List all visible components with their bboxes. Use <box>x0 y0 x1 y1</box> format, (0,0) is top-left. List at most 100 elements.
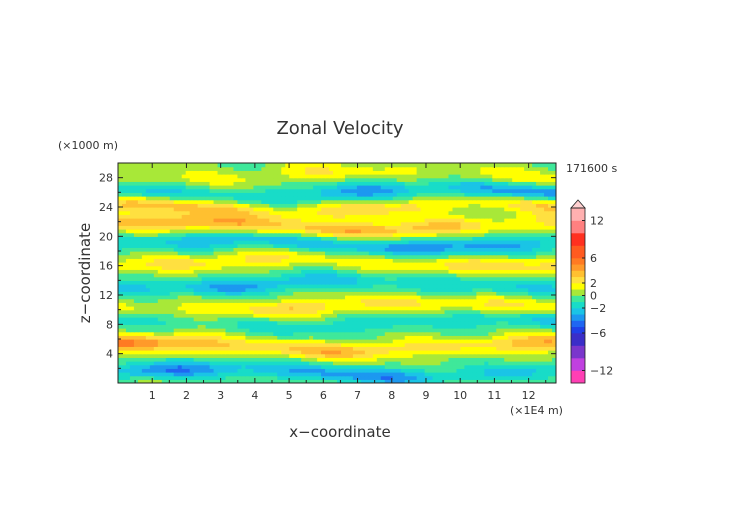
heatmap-cell <box>416 284 422 289</box>
heatmap-cell <box>161 247 167 252</box>
heatmap-cell <box>368 273 374 278</box>
heatmap-cell <box>133 353 139 358</box>
heatmap-cell <box>508 287 513 292</box>
heatmap-cell <box>161 364 167 369</box>
heatmap-cell <box>496 232 501 237</box>
heatmap-cell <box>289 331 294 336</box>
heatmap-cell <box>118 280 123 285</box>
heatmap-cell <box>209 276 215 281</box>
heatmap-cell <box>480 298 485 303</box>
heatmap-cell <box>388 218 394 223</box>
heatmap-cell <box>321 339 326 344</box>
heatmap-cell <box>492 306 497 311</box>
heatmap-cell <box>253 280 258 285</box>
heatmap-cell <box>380 265 386 270</box>
heatmap-cell <box>408 306 414 311</box>
heatmap-cell <box>213 229 219 234</box>
heatmap-cell <box>217 375 223 380</box>
heatmap-cell <box>436 232 442 237</box>
heatmap-cell <box>153 313 159 318</box>
heatmap-cell <box>344 309 350 314</box>
heatmap-cell <box>309 368 314 373</box>
heatmap-cell <box>317 265 322 270</box>
heatmap-cell <box>412 375 418 380</box>
heatmap-cell <box>205 361 211 366</box>
heatmap-cell <box>213 379 219 383</box>
heatmap-cell <box>508 225 513 230</box>
heatmap-cell <box>444 339 450 344</box>
heatmap-cell <box>189 364 195 369</box>
heatmap-cell <box>424 295 430 300</box>
heatmap-cell <box>337 306 342 311</box>
heatmap-cell <box>432 247 438 252</box>
heatmap-cell <box>153 243 159 248</box>
heatmap-cell <box>281 328 286 333</box>
heatmap-cell <box>189 298 195 303</box>
heatmap-cell <box>161 291 167 296</box>
heatmap-cell <box>540 346 545 351</box>
heatmap-cell <box>145 225 151 230</box>
heatmap-cell <box>313 254 318 259</box>
heatmap-cell <box>241 295 247 300</box>
heatmap-cell <box>185 331 191 336</box>
heatmap-cell <box>237 225 243 230</box>
heatmap-cell <box>356 287 362 292</box>
heatmap-cell <box>472 218 477 223</box>
heatmap-cell <box>225 214 231 219</box>
heatmap-cell <box>416 240 422 245</box>
heatmap-cell <box>528 287 533 292</box>
heatmap-cell <box>516 379 521 383</box>
heatmap-cell <box>384 346 390 351</box>
heatmap-cell <box>213 291 219 296</box>
heatmap-cell <box>301 247 306 252</box>
heatmap-cell <box>396 331 402 336</box>
heatmap-cell <box>169 361 175 366</box>
heatmap-cell <box>241 218 247 223</box>
heatmap-cell <box>440 309 446 314</box>
heatmap-cell <box>257 254 262 259</box>
heatmap-cell <box>392 254 398 259</box>
heatmap-cell <box>201 251 207 256</box>
heatmap-cell <box>392 328 398 333</box>
heatmap-cell <box>205 229 211 234</box>
heatmap-cell <box>313 243 318 248</box>
heatmap-cell <box>496 273 501 278</box>
heatmap-cell <box>368 306 374 311</box>
heatmap-cell <box>508 328 513 333</box>
heatmap-cell <box>496 306 501 311</box>
heatmap-cell <box>293 273 298 278</box>
heatmap-cell <box>197 350 203 355</box>
heatmap-cell <box>261 295 266 300</box>
heatmap-cell <box>544 306 549 311</box>
heatmap-cell <box>348 265 354 270</box>
heatmap-cell <box>157 328 163 333</box>
heatmap-cell <box>508 218 513 223</box>
heatmap-cell <box>420 302 426 307</box>
heatmap-cell <box>372 346 378 351</box>
heatmap-cell <box>293 225 298 230</box>
heatmap-cell <box>524 273 529 278</box>
heatmap-cell <box>177 379 183 383</box>
heatmap-cell <box>356 251 362 256</box>
heatmap-cell <box>488 221 493 226</box>
heatmap-cell <box>352 328 358 333</box>
heatmap-cell <box>384 361 390 366</box>
heatmap-cell <box>368 379 374 383</box>
heatmap-cell <box>161 276 167 281</box>
heatmap-cell <box>520 280 525 285</box>
heatmap-cell <box>516 309 521 314</box>
heatmap-cell <box>217 284 223 289</box>
heatmap-cell <box>408 229 414 234</box>
heatmap-cell <box>540 251 545 256</box>
heatmap-cell <box>118 379 123 383</box>
heatmap-cell <box>344 276 350 281</box>
heatmap-cell <box>548 247 553 252</box>
heatmap-cell <box>245 229 250 234</box>
heatmap-cell <box>229 280 235 285</box>
heatmap-cell <box>133 335 139 340</box>
heatmap-cell <box>532 291 537 296</box>
heatmap-cell <box>149 254 155 259</box>
heatmap-cell <box>512 240 517 245</box>
heatmap-cell <box>309 243 314 248</box>
heatmap-cell <box>444 225 450 230</box>
